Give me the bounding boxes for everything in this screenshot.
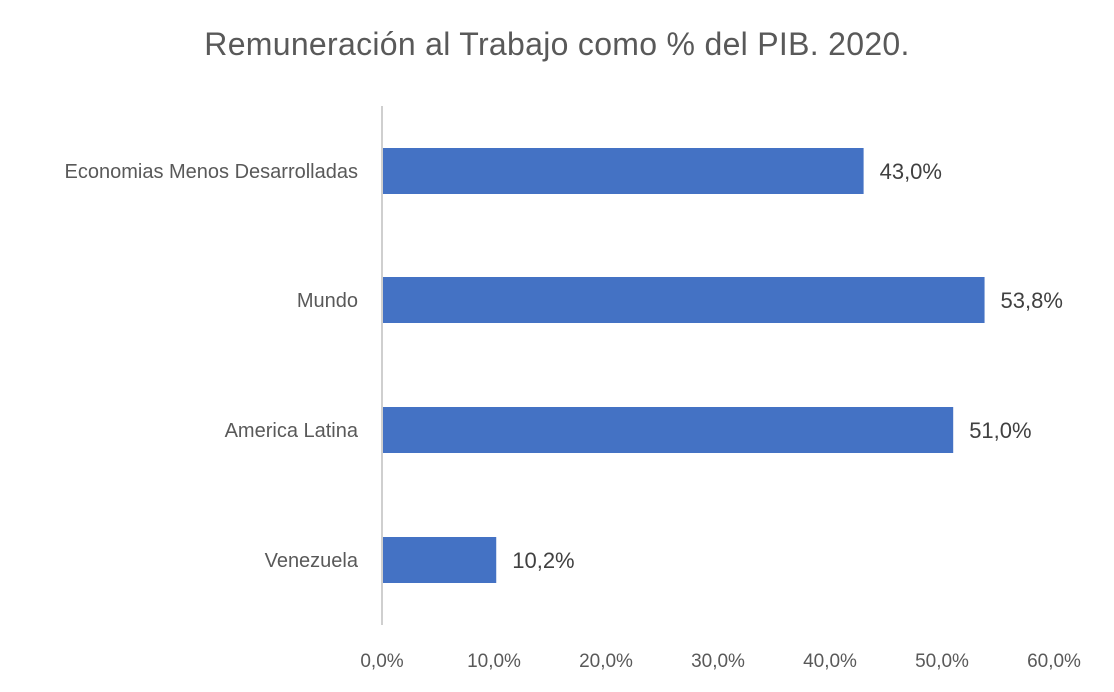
bars-layer <box>383 148 985 583</box>
x-tick-label: 30,0% <box>691 651 745 672</box>
x-tick-label: 20,0% <box>579 651 633 672</box>
x-tick-label: 0,0% <box>360 651 403 672</box>
data-label: 10,2% <box>512 548 574 573</box>
bar <box>383 148 864 194</box>
category-label: Mundo <box>297 290 358 312</box>
data-label: 43,0% <box>880 159 942 184</box>
bar <box>383 407 954 453</box>
x-tick-label: 60,0% <box>1027 651 1081 672</box>
labels-layer: Economias Menos Desarrolladas 43,0% Mundo 5… <box>65 159 1082 672</box>
category-label: Economias Menos Desarrolladas <box>65 161 358 183</box>
chart-title: Remuneración al Trabajo como % del PIB. … <box>204 26 910 62</box>
data-label: 53,8% <box>1001 288 1063 313</box>
bar <box>383 277 985 323</box>
bar <box>383 537 497 583</box>
x-tick-label: 50,0% <box>915 651 969 672</box>
x-tick-label: 10,0% <box>467 651 521 672</box>
category-label: Venezuela <box>265 550 359 572</box>
x-tick-label: 40,0% <box>803 651 857 672</box>
data-label: 51,0% <box>969 418 1031 443</box>
category-label: America Latina <box>225 420 359 442</box>
